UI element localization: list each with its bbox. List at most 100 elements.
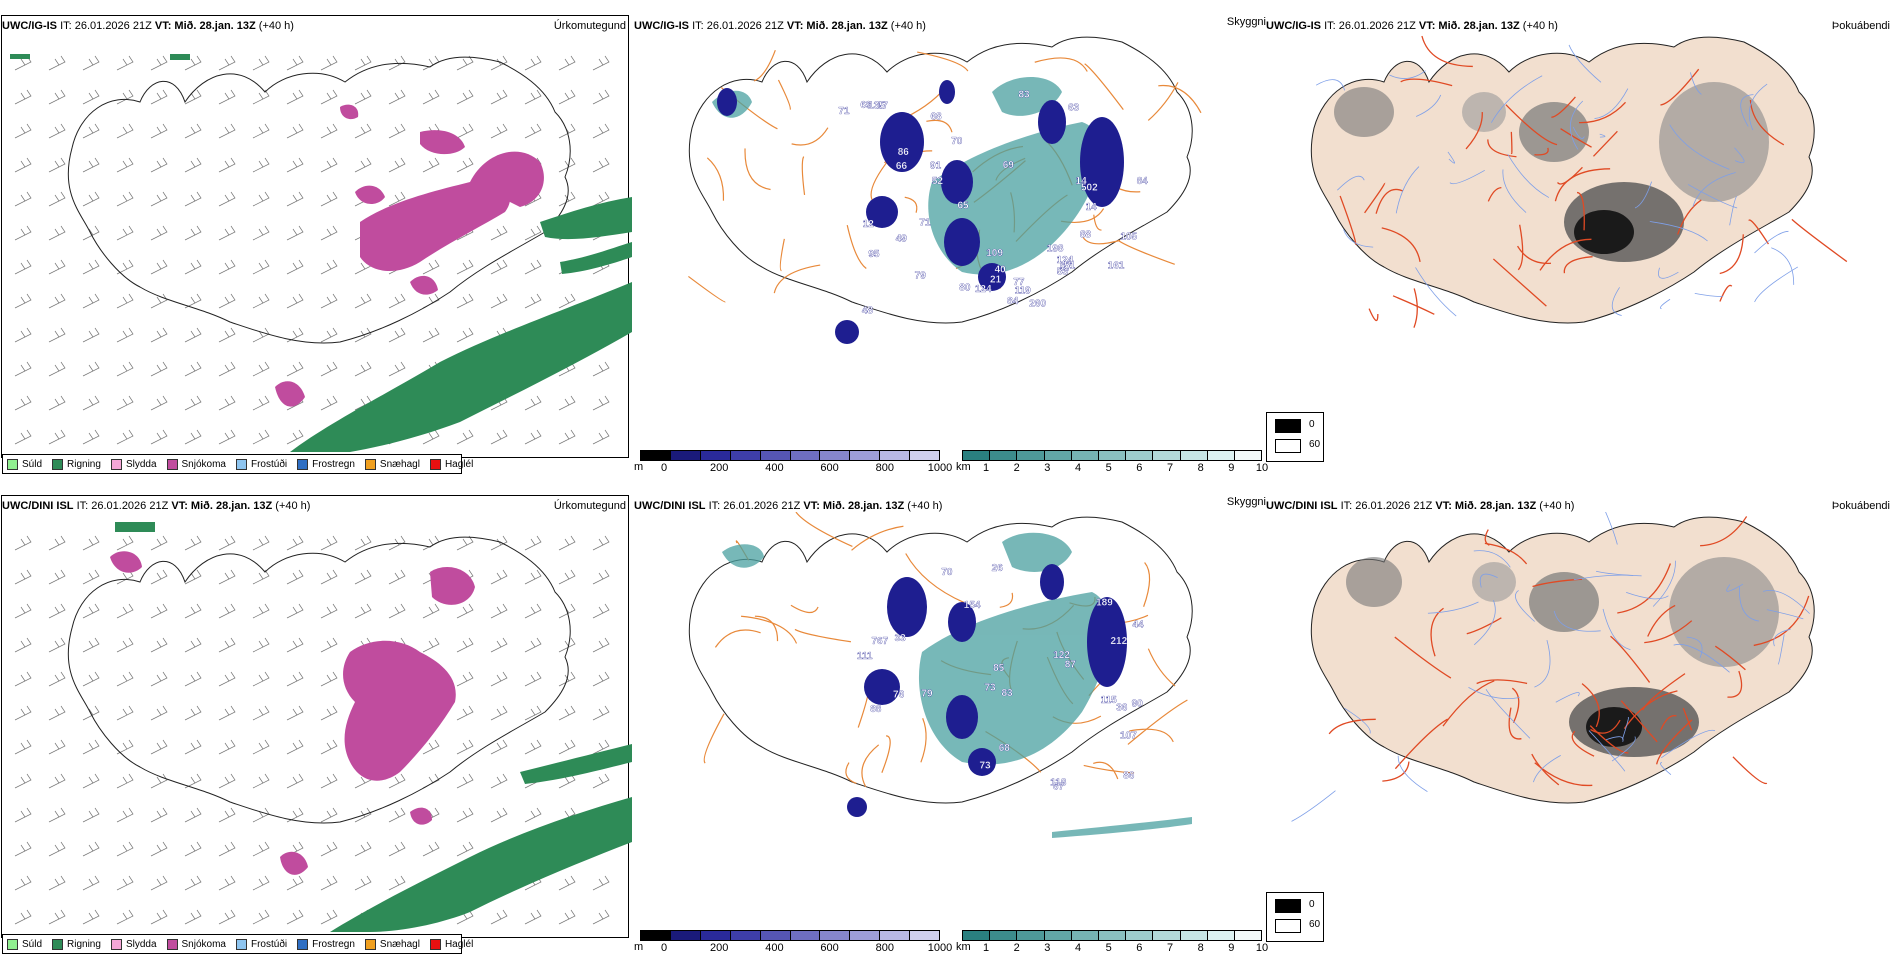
wind-barb	[151, 706, 167, 720]
wind-barb	[457, 158, 473, 172]
init-time: IT: 26.01.2026 21Z	[77, 500, 169, 512]
valid-time-label: VT:	[803, 500, 820, 512]
wind-barb	[219, 910, 235, 924]
line-segment	[802, 157, 804, 195]
fog-label: 0	[1309, 419, 1315, 430]
valid-time-label: VT:	[1435, 500, 1452, 512]
wind-barb	[287, 910, 303, 924]
line-segment	[1771, 248, 1793, 285]
legend-item: Frostregn	[297, 939, 355, 950]
wind-barb	[287, 294, 303, 308]
wind-barb	[185, 604, 201, 618]
wind-barb	[151, 808, 167, 822]
wind-barb	[15, 294, 31, 308]
colorbar-tick-label: 600	[820, 942, 838, 954]
wind-barb	[15, 570, 31, 584]
wind-barb	[355, 842, 371, 856]
colorbar-cell	[910, 931, 939, 940]
panel-title: Skyggni	[1227, 496, 1266, 508]
init-time: IT: 26.01.2026 21Z	[709, 500, 801, 512]
visibility-value: 105	[1120, 232, 1137, 243]
wind-barb	[151, 56, 167, 70]
colorbar-tick-label: 400	[765, 942, 783, 954]
wind-barb	[287, 362, 303, 376]
wind-barb	[253, 842, 269, 856]
wind-barb	[321, 774, 337, 788]
wind-barb	[185, 226, 201, 240]
visibility-value: 79	[921, 689, 933, 700]
wind-barb	[355, 90, 371, 104]
colorbar-tick-label: 4	[1075, 942, 1081, 954]
wind-barb	[491, 672, 507, 686]
wind-barb	[15, 672, 31, 686]
fog-map-dini	[1264, 512, 1896, 912]
colorbar-ticks: 1 2 3 4 5 6 7 8 9 10	[962, 941, 1262, 955]
wind-barb	[491, 536, 507, 550]
visibility-value: 48	[862, 306, 874, 317]
colorbar-unit: km	[956, 941, 971, 953]
fog-map-igis	[1264, 32, 1896, 432]
legend-label: Slydda	[126, 939, 157, 950]
colorbar-tick-label: 1000	[928, 462, 952, 474]
line-segment	[1093, 762, 1118, 779]
lead-time: (+40 h)	[275, 500, 310, 512]
wind-barb	[321, 124, 337, 138]
wind-barb	[185, 740, 201, 754]
colorbar-cell	[850, 451, 880, 460]
wind-barb	[321, 294, 337, 308]
wind-barb	[117, 192, 133, 206]
wind-barb	[287, 192, 303, 206]
wind-barb	[219, 226, 235, 240]
wind-barb	[117, 910, 133, 924]
wind-barb	[151, 226, 167, 240]
panel-fog-igis: UWC/IG-IS IT: 26.01.2026 21Z VT: Mið. 28…	[1264, 14, 1896, 472]
legend-swatch	[52, 939, 63, 950]
wind-barb	[525, 536, 541, 550]
wind-barb	[491, 808, 507, 822]
line-segment	[715, 630, 760, 647]
wind-barb	[49, 672, 65, 686]
panel-precip-igis: UWC/IG-IS IT: 26.01.2026 21Z VT: Mið. 28…	[0, 14, 632, 472]
visibility-value: 260	[1029, 299, 1046, 310]
wind-barb	[525, 638, 541, 652]
wind-barb	[219, 570, 235, 584]
visibility-value: 189	[1096, 598, 1113, 609]
wind-barb	[593, 536, 609, 550]
panel-title: Þokuábendi	[1832, 500, 1890, 512]
precip-legend: Súld Rigning Slydda Snjókoma Frostúði Fr…	[2, 934, 462, 954]
wind-barb	[253, 570, 269, 584]
wind-barb	[287, 604, 303, 618]
wind-barb	[457, 604, 473, 618]
wind-barb	[83, 124, 99, 138]
visibility-value: 83	[1018, 89, 1030, 100]
wind-barb	[151, 328, 167, 342]
wind-barb	[219, 842, 235, 856]
wind-barb	[219, 430, 235, 444]
visibility-value: 65	[957, 201, 969, 212]
wind-barb	[559, 740, 575, 754]
wind-barb	[151, 362, 167, 376]
wind-barb	[321, 808, 337, 822]
wind-barb	[185, 260, 201, 274]
wind-barb	[253, 396, 269, 410]
visibility-value: 115	[1101, 695, 1118, 706]
wind-barb	[593, 638, 609, 652]
valid-time: Mið. 28.jan. 13Z	[1455, 500, 1536, 512]
legend-item: Frostúði	[236, 459, 287, 470]
legend-label: Snjókoma	[182, 939, 226, 950]
wind-barb	[525, 90, 541, 104]
colorbar-tick-label: 1	[983, 942, 989, 954]
wind-barb	[117, 124, 133, 138]
legend-swatch	[236, 459, 247, 470]
colorbar-cell	[1235, 451, 1261, 460]
wind-barb	[525, 430, 541, 444]
wind-barb	[321, 158, 337, 172]
legend-label: Snjókoma	[182, 459, 226, 470]
wind-barb	[457, 124, 473, 138]
legend-swatch	[297, 459, 308, 470]
colorbar-cell	[701, 451, 731, 460]
wind-barb	[321, 604, 337, 618]
wind-barb	[491, 706, 507, 720]
wind-barb	[389, 604, 405, 618]
colorbar-cell	[1072, 451, 1099, 460]
